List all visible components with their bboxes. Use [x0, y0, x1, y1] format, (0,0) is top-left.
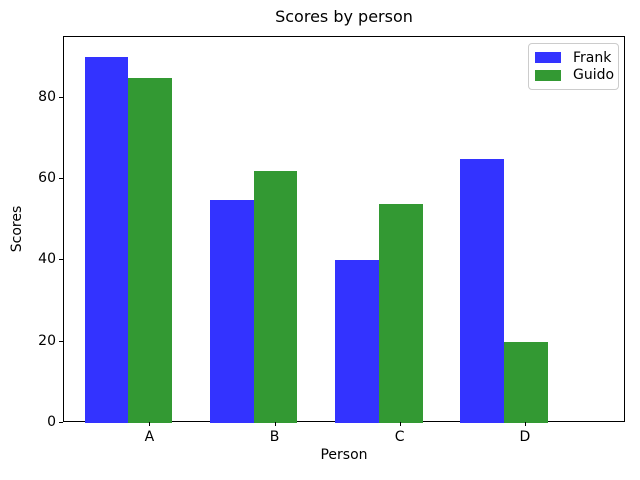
bar-frank-D	[460, 158, 504, 423]
x-tick-mark-B	[274, 422, 276, 426]
bar-guido-B	[253, 171, 298, 423]
x-tick-mark-D	[524, 422, 526, 426]
x-tick-label-B: B	[269, 429, 280, 445]
legend-entry-guido: Guido	[535, 67, 615, 84]
legend-swatch-guido	[535, 69, 561, 81]
y-tick-mark-40	[59, 259, 63, 261]
bar-guido-A	[128, 77, 173, 423]
legend-swatch-frank	[535, 52, 561, 64]
x-tick-mark-C	[399, 422, 401, 426]
y-tick-mark-0	[59, 422, 63, 423]
y-tick-mark-20	[59, 340, 63, 342]
chart-title: Scores by person	[275, 7, 413, 26]
y-tick-mark-80	[59, 96, 63, 98]
bar-guido-C	[378, 203, 423, 423]
y-tick-label-20: 20	[38, 332, 56, 349]
x-tick-label-D: D	[519, 429, 531, 445]
x-tick-label-C: C	[394, 429, 405, 445]
y-axis-label: Scores	[9, 205, 25, 253]
x-axis-label: Person	[320, 447, 368, 463]
legend: Frank Guido	[528, 43, 619, 90]
y-tick-mark-60	[59, 178, 63, 180]
x-tick-mark-A	[149, 422, 151, 426]
legend-entry-frank: Frank	[535, 50, 612, 66]
y-tick-label-80: 80	[38, 88, 56, 105]
bar-guido-D	[503, 341, 548, 423]
bar-frank-C	[334, 260, 379, 423]
x-tick-label-A: A	[144, 429, 155, 445]
legend-label-guido: Guido	[573, 67, 615, 84]
y-tick-label-60: 60	[38, 170, 56, 187]
plot-area	[63, 36, 625, 423]
bar-frank-B	[209, 199, 254, 423]
legend-label-frank: Frank	[573, 49, 612, 66]
bar-frank-A	[84, 57, 129, 423]
y-tick-label-40: 40	[38, 251, 56, 268]
y-tick-label-0: 0	[47, 414, 56, 430]
